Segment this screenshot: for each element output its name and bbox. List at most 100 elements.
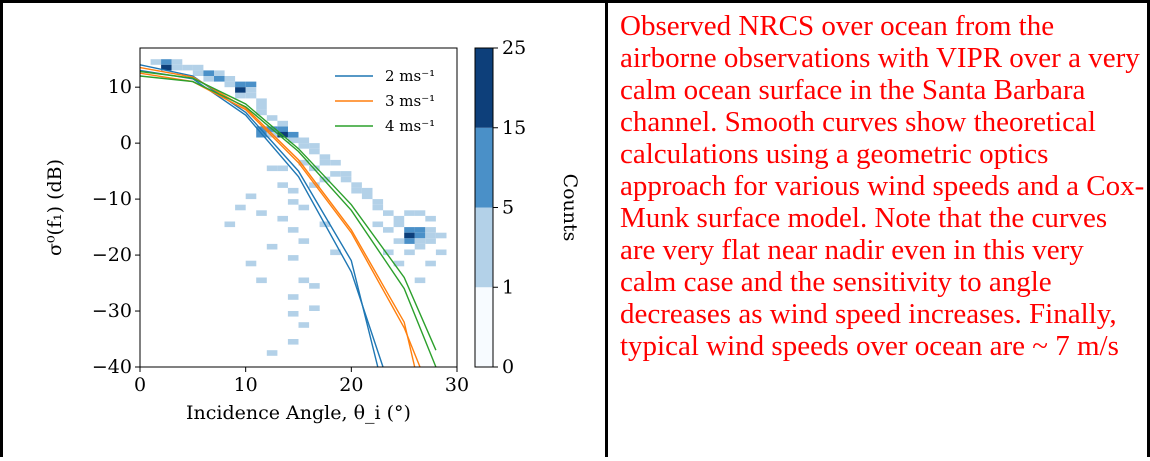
colorbar-tick-label: 1 xyxy=(502,276,514,298)
histogram-cell xyxy=(256,109,267,116)
histogram-cell xyxy=(277,120,288,127)
histogram-cell xyxy=(298,238,310,244)
histogram-cell xyxy=(192,64,204,71)
colorbar-bin xyxy=(475,287,493,367)
histogram-cell xyxy=(319,176,331,183)
x-tick-label: 0 xyxy=(134,374,146,396)
histogram-cell xyxy=(287,137,299,144)
histogram-cell xyxy=(245,87,257,93)
histogram-cell xyxy=(266,243,278,250)
legend: 2 ms⁻¹ 3 ms⁻¹ 4 ms⁻¹ xyxy=(335,67,435,135)
histogram-cell xyxy=(319,154,331,160)
colorbar-bin xyxy=(475,207,493,288)
histogram-cell xyxy=(404,238,415,244)
histogram-cell xyxy=(414,232,426,239)
histogram-cell xyxy=(277,126,288,132)
plot-frame xyxy=(139,47,458,368)
histogram-cell xyxy=(298,277,310,284)
histogram-cell xyxy=(256,131,267,138)
histogram-cell xyxy=(425,215,436,222)
histogram-cell xyxy=(203,76,214,82)
column-divider xyxy=(605,0,608,457)
histogram-cell xyxy=(224,76,236,82)
histogram-cell xyxy=(256,277,267,284)
histogram-cell xyxy=(298,204,310,211)
histogram-cell xyxy=(235,81,246,88)
histogram-cell xyxy=(287,339,299,345)
histogram-cell xyxy=(266,350,278,356)
histogram-cell xyxy=(287,199,299,205)
model-curve xyxy=(140,64,379,367)
histogram-cell xyxy=(383,227,394,233)
histogram-cell xyxy=(224,81,236,88)
histogram-cell xyxy=(266,115,278,121)
histogram-cell xyxy=(319,159,331,166)
histogram-cell xyxy=(235,87,246,93)
histogram-cell xyxy=(277,165,288,172)
histogram-cell xyxy=(298,143,310,149)
histogram-cell xyxy=(361,193,373,200)
histogram-cell xyxy=(309,143,320,149)
histogram-cell xyxy=(245,193,257,200)
model-curve xyxy=(140,66,416,367)
colorbar-tick-label: 0 xyxy=(502,356,514,378)
model-curve xyxy=(140,75,437,367)
histogram-cell xyxy=(192,70,204,76)
y-tick-label: −30 xyxy=(92,300,132,322)
x-tick-label: 10 xyxy=(234,374,258,396)
histogram-cell xyxy=(287,294,299,300)
histogram-cell xyxy=(425,238,436,244)
histogram-cell xyxy=(224,221,236,228)
histogram-cell xyxy=(171,59,183,65)
caption-panel: Observed NRCS over ocean from the airbor… xyxy=(620,10,1145,450)
histogram-cell xyxy=(161,59,172,65)
histogram-cell xyxy=(171,64,183,71)
legend-label: 4 ms⁻¹ xyxy=(385,117,435,135)
chart-panel: 0 10 20 30 10 0 −10 −20 −30 −40 Incidence Angle, θ… xyxy=(3,3,605,457)
histogram-cell xyxy=(256,104,267,110)
histogram-cell xyxy=(309,283,320,289)
histogram-cell xyxy=(266,165,278,172)
histogram-cell xyxy=(256,98,267,104)
histogram-cell xyxy=(245,81,257,88)
histogram-cell xyxy=(404,210,415,216)
histogram-cell xyxy=(414,210,426,216)
y-tick-label: −40 xyxy=(92,356,132,378)
histogram-cell xyxy=(340,176,352,183)
histogram-cell xyxy=(351,187,362,194)
histogram-cell xyxy=(287,227,299,233)
x-tick-label: 20 xyxy=(339,374,363,396)
legend-label: 3 ms⁻¹ xyxy=(385,92,435,110)
histogram-cell xyxy=(351,182,362,188)
histogram-cell xyxy=(404,227,415,233)
histogram-cell xyxy=(372,204,384,211)
y-tick-label: −20 xyxy=(92,244,132,266)
colorbar-label: Counts xyxy=(559,174,581,242)
histogram-cell xyxy=(393,215,405,222)
histogram-cell xyxy=(404,232,415,239)
frame-border-right xyxy=(1147,0,1150,457)
histogram-cell xyxy=(245,260,257,267)
histogram-cell xyxy=(340,171,352,177)
histogram-cell xyxy=(414,227,426,233)
histogram-cell xyxy=(287,311,299,317)
histogram-cell xyxy=(287,255,299,261)
histogram-cell xyxy=(277,215,288,222)
histogram-cell xyxy=(298,322,310,328)
histogram-cell xyxy=(309,305,320,311)
y-tick-label: 0 xyxy=(120,132,132,154)
histogram-cell xyxy=(404,249,415,256)
histogram-cell xyxy=(256,210,267,216)
histogram-cell xyxy=(330,249,341,256)
histogram-cell xyxy=(203,70,214,76)
legend-label: 2 ms⁻¹ xyxy=(385,67,435,85)
model-curve xyxy=(140,70,437,351)
histogram-cell xyxy=(287,131,299,138)
histogram-cell xyxy=(393,221,405,228)
histogram-cell xyxy=(161,64,172,71)
histogram-cell xyxy=(298,137,310,144)
histogram-cell xyxy=(435,249,447,256)
